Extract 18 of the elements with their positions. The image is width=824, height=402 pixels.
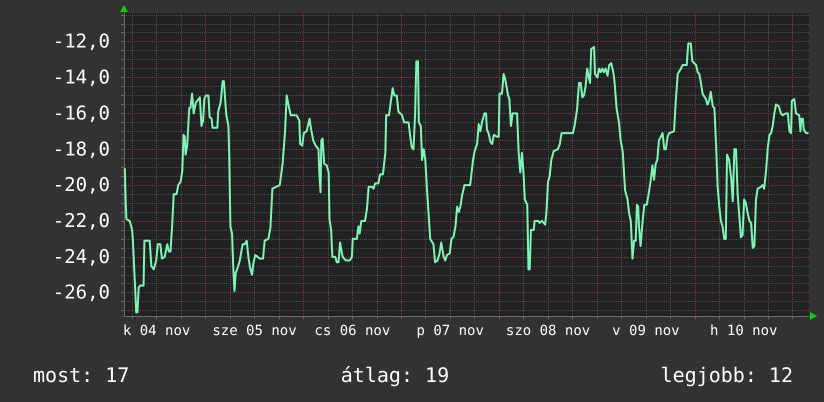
y-tick-label: -16,0: [52, 102, 110, 124]
y-tick-label: -18,0: [52, 138, 110, 160]
y-tick-label: -20,0: [52, 174, 110, 196]
y-tick-label: -12,0: [52, 30, 110, 53]
x-tick-label: v 09 nov: [612, 323, 680, 339]
y-tick-label: -26,0: [52, 282, 110, 304]
x-tick-label: sze 05 nov: [212, 323, 297, 339]
x-tick-label: h 10 nov: [710, 323, 778, 339]
x-tick-label: k 04 nov: [122, 323, 190, 339]
y-tick-label: -22,0: [52, 210, 110, 232]
x-tick-label: p 07 nov: [416, 323, 484, 339]
x-tick-label: cs 06 nov: [314, 323, 390, 339]
text: most: 17: [33, 363, 130, 387]
x-tick-label: szo 08 nov: [506, 323, 590, 339]
text: átlag: 19: [340, 363, 450, 387]
y-tick-label: -24,0: [52, 246, 110, 268]
text: legjobb: 12: [660, 363, 793, 387]
y-tick-label: -14,0: [52, 66, 110, 89]
